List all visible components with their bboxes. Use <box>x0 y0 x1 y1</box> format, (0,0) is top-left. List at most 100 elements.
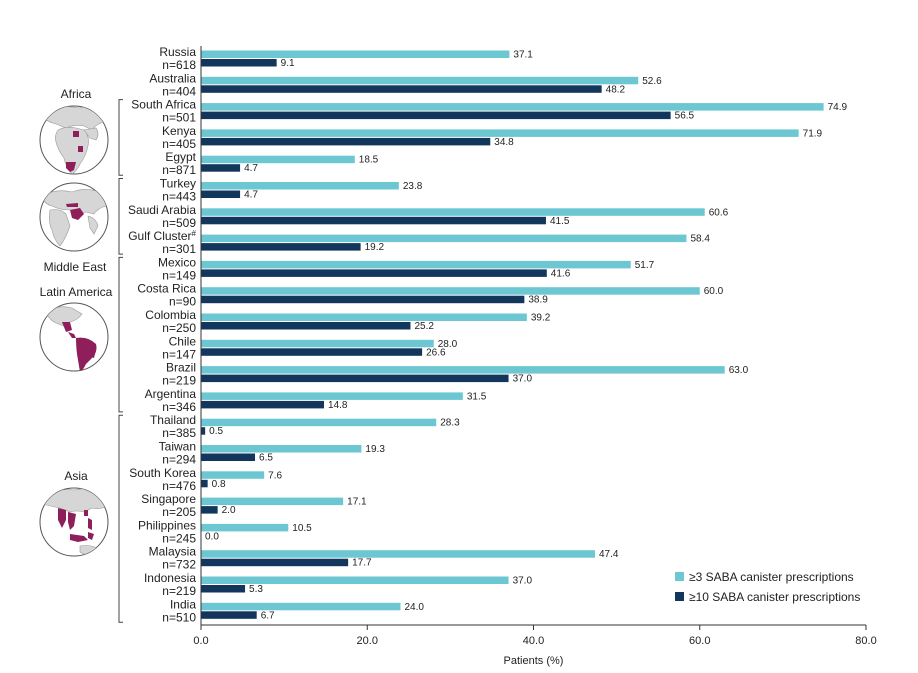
sample-size-india: n=510 <box>162 610 196 624</box>
value-label-ge10-india: 6.7 <box>261 610 275 621</box>
bar-ge10-russia <box>201 59 277 67</box>
value-label-ge3-indonesia: 37.0 <box>513 576 533 587</box>
value-label-ge3-singapore: 17.1 <box>347 497 367 508</box>
value-label-ge10-south-korea: 0.8 <box>212 479 226 490</box>
sample-size-taiwan: n=294 <box>162 453 196 467</box>
sample-size-chile: n=147 <box>162 347 196 361</box>
country-label-singapore: Singapore <box>141 492 196 506</box>
x-tick-label: 40.0 <box>523 635 544 647</box>
bar-ge10-south-africa <box>201 111 671 120</box>
bars-layer: 37.1 9.1 52.6 48.2 74.9 56.5 71.9 34.8 18.5 4.7 23… <box>201 50 848 621</box>
country-label-south-africa: South Africa <box>131 98 196 112</box>
x-tick-label: 80.0 <box>855 635 876 647</box>
legend-swatch-series2 <box>675 592 684 601</box>
bar-ge10-kenya <box>201 137 491 146</box>
bar-ge3-saudi-arabia <box>201 208 705 216</box>
country-footnote-mark: # <box>192 229 197 238</box>
bar-ge3-taiwan <box>201 445 362 453</box>
value-label-ge3-malaysia: 47.4 <box>599 549 619 560</box>
sample-size-turkey: n=443 <box>162 190 196 204</box>
sample-size-colombia: n=250 <box>162 321 196 335</box>
bar-ge3-indonesia <box>201 576 509 584</box>
country-label-saudi-arabia: Saudi Arabia <box>128 203 196 217</box>
value-label-ge10-taiwan: 6.5 <box>259 453 273 464</box>
bar-ge10-costa-rica <box>201 295 525 304</box>
bar-ge10-gulf-cluster <box>201 243 361 251</box>
bar-ge10-taiwan <box>201 453 256 461</box>
sample-size-argentina: n=346 <box>162 400 196 414</box>
x-tick-label: 20.0 <box>357 635 378 647</box>
country-label-thailand: Thailand <box>150 413 196 427</box>
value-label-ge10-russia: 9.1 <box>281 58 295 69</box>
sample-size-costa-rica: n=90 <box>169 295 196 309</box>
bar-ge10-indonesia <box>201 585 246 593</box>
region-bracket-latin-america <box>118 256 123 413</box>
value-label-ge3-philippines: 10.5 <box>292 523 312 534</box>
x-axis-title: Patients (%) <box>504 655 564 667</box>
sample-size-south-korea: n=476 <box>162 479 196 493</box>
value-label-ge3-thailand: 28.3 <box>440 418 460 429</box>
country-label-russia: Russia <box>159 45 196 59</box>
value-label-ge10-australia: 48.2 <box>606 84 626 95</box>
country-label-colombia: Colombia <box>145 308 196 322</box>
value-label-ge3-kenya: 71.9 <box>803 128 823 139</box>
sample-size-south-africa: n=501 <box>162 111 196 125</box>
country-label-costa-rica: Costa Rica <box>137 282 196 296</box>
legend-item-series2: ≥10 SABA canister prescriptions <box>675 590 860 604</box>
bar-ge3-india <box>201 602 401 611</box>
x-tick-label: 0.0 <box>193 635 208 647</box>
legend-label-series2: ≥10 SABA canister prescriptions <box>689 590 860 604</box>
value-label-ge3-saudi-arabia: 60.6 <box>709 207 729 218</box>
sample-size-singapore: n=205 <box>162 505 196 519</box>
bar-ge10-singapore <box>201 506 218 514</box>
value-label-ge3-australia: 52.6 <box>642 76 662 87</box>
bar-ge3-south-korea <box>201 471 265 479</box>
bar-ge3-south-africa <box>201 103 824 111</box>
region-groups: Africa Middle East Latin America Asia <box>40 87 123 623</box>
bar-ge3-australia <box>201 76 639 85</box>
country-label-india: India <box>170 597 196 611</box>
value-label-ge10-thailand: 0.5 <box>209 426 223 437</box>
bar-ge10-colombia <box>201 322 411 330</box>
bar-ge10-malaysia <box>201 558 349 567</box>
bar-ge3-turkey <box>201 182 399 190</box>
sample-size-indonesia: n=219 <box>162 584 196 598</box>
bar-ge3-thailand <box>201 418 437 427</box>
sample-size-russia: n=618 <box>162 58 196 72</box>
country-label-gulf-cluster: Gulf Cluster# <box>128 229 196 243</box>
asia-globe-icon <box>39 487 109 557</box>
value-label-ge10-egypt: 4.7 <box>244 163 258 174</box>
country-label-malaysia: Malaysia <box>149 545 197 559</box>
legend: ≥3 SABA canister prescriptions ≥10 SABA … <box>675 570 860 604</box>
bar-ge10-mexico <box>201 269 547 277</box>
x-axis: 0.0 20.0 40.0 60.0 80.0 Patients (%) <box>193 46 877 667</box>
country-label-turkey: Turkey <box>160 177 196 191</box>
value-label-ge3-turkey: 23.8 <box>403 181 423 192</box>
value-label-ge3-argentina: 31.5 <box>467 391 487 402</box>
value-label-ge10-kenya: 34.8 <box>494 137 514 148</box>
value-label-ge3-russia: 37.1 <box>513 50 533 61</box>
region-bracket-middle-east <box>118 178 123 255</box>
value-label-ge3-taiwan: 19.3 <box>365 444 385 455</box>
bar-ge3-gulf-cluster <box>201 234 687 243</box>
sample-size-kenya: n=405 <box>162 137 196 151</box>
value-label-ge10-south-africa: 56.5 <box>675 111 695 122</box>
bar-ge3-russia <box>201 50 510 58</box>
value-label-ge3-south-africa: 74.9 <box>828 102 848 113</box>
bar-ge10-saudi-arabia <box>201 216 546 225</box>
value-label-ge10-philippines: 0.0 <box>205 531 219 542</box>
sample-size-mexico: n=149 <box>162 268 196 282</box>
region-label-asia: Asia <box>64 469 88 483</box>
country-label-argentina: Argentina <box>145 387 197 401</box>
country-label-south-korea: South Korea <box>129 466 196 480</box>
bar-ge3-chile <box>201 339 434 348</box>
legend-swatch-series1 <box>675 572 684 581</box>
region-bracket-asia <box>118 414 123 623</box>
country-label-philippines: Philippines <box>138 518 196 532</box>
bar-ge10-india <box>201 611 257 619</box>
country-label-mexico: Mexico <box>158 255 196 269</box>
country-label-taiwan: Taiwan <box>159 440 196 454</box>
bar-ge3-colombia <box>201 313 527 321</box>
